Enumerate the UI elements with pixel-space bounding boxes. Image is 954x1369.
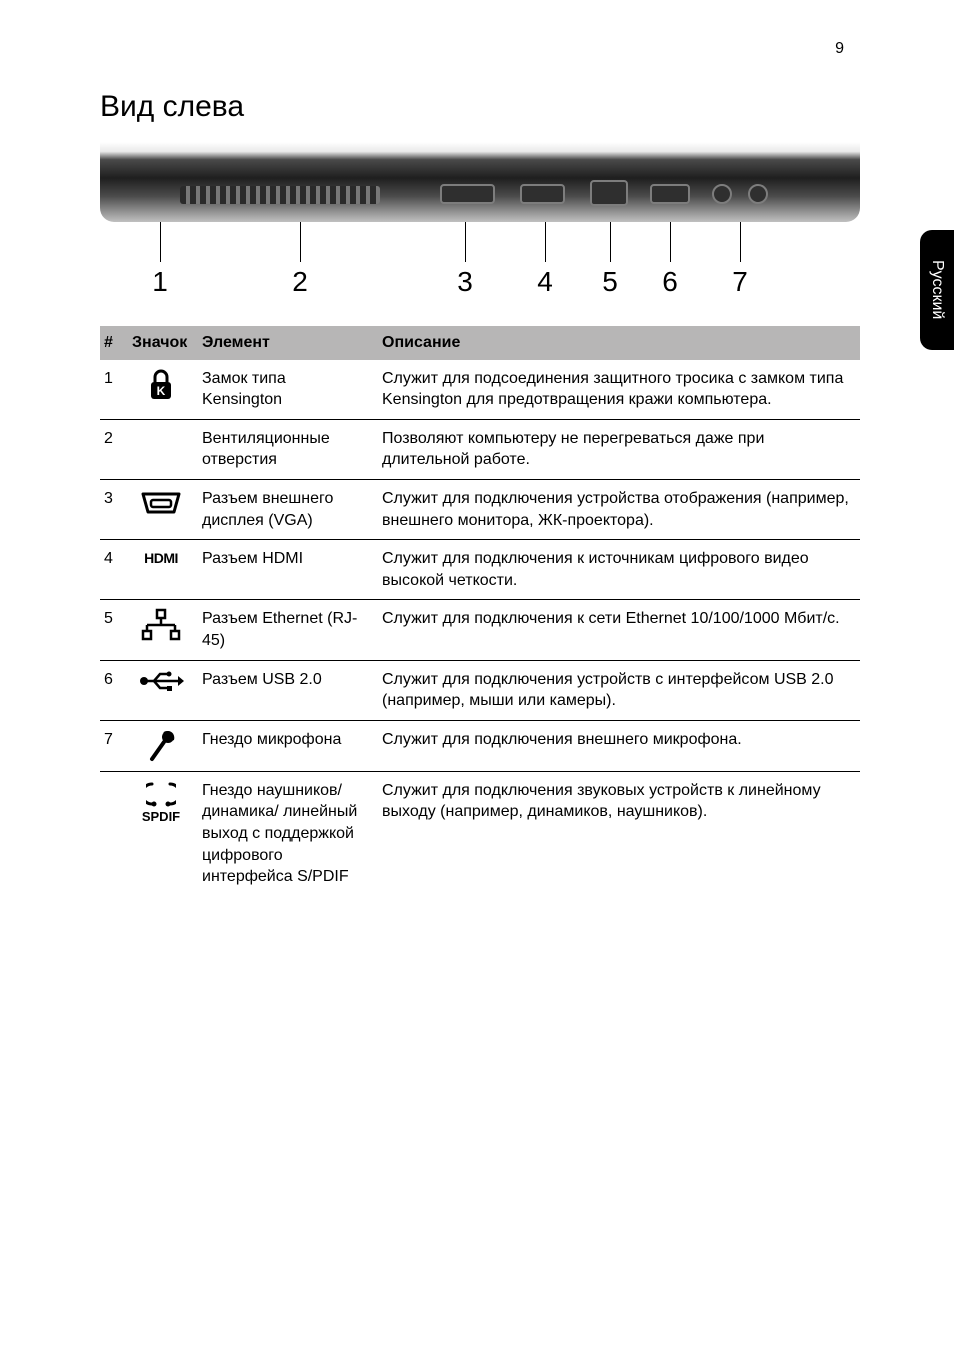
hdmi-icon: HDMI (128, 540, 198, 600)
col-header-icon: Значок (128, 326, 198, 360)
specs-table: # Значок Элемент Описание 1 K Замок типа K… (100, 326, 860, 896)
element-description: Служит для подключения к источникам цифр… (378, 540, 860, 600)
col-header-elem: Элемент (198, 326, 378, 360)
element-name: Гнездо наушников/ динамика/ линейный вых… (198, 771, 378, 895)
callout-number: 5 (602, 266, 618, 298)
element-description: Служит для подсоединения защитного троси… (378, 360, 860, 420)
row-number: 2 (100, 419, 128, 479)
callout-line (610, 222, 611, 262)
microphone-icon (128, 720, 198, 771)
spdif-icon: SPDIF (128, 771, 198, 895)
callout-line (670, 222, 671, 262)
row-number (100, 771, 128, 895)
col-header-num: # (100, 326, 128, 360)
no-icon (128, 419, 198, 479)
callout-line (300, 222, 301, 262)
row-number: 3 (100, 479, 128, 539)
vent-graphic (180, 186, 380, 204)
callout-number: 3 (457, 266, 473, 298)
table-row: 4HDMIРазъем HDMIСлужит для подключения к… (100, 540, 860, 600)
table-row: 7 Гнездо микрофонаСлужит для подключения … (100, 720, 860, 771)
callout-line (740, 222, 741, 262)
usb-icon (128, 660, 198, 720)
page-title: Вид слева (100, 90, 864, 124)
diagram-callouts: 1 2 3 4 5 6 7 (100, 222, 860, 312)
element-name: Гнездо микрофона (198, 720, 378, 771)
callout-line (160, 222, 161, 262)
table-row: 5 Разъем Ethernet (RJ-45)Служит для подкл… (100, 600, 860, 660)
port-graphic (440, 184, 495, 204)
callout-number: 2 (292, 266, 308, 298)
port-graphic (520, 184, 565, 204)
ethernet-icon (128, 600, 198, 660)
callout-number: 1 (152, 266, 168, 298)
table-row: 3 Разъем внешнего дисплея (VGA)Служит для… (100, 479, 860, 539)
callout-line (545, 222, 546, 262)
element-name: Вентиляционные отверстия (198, 419, 378, 479)
language-tab: Русский (920, 230, 954, 350)
element-description: Служит для подключения устройств с интер… (378, 660, 860, 720)
port-graphic (650, 184, 690, 204)
row-number: 1 (100, 360, 128, 420)
page-number: 9 (835, 40, 844, 58)
element-name: Разъем HDMI (198, 540, 378, 600)
laptop-side-photo (100, 142, 860, 222)
vga-icon (128, 479, 198, 539)
element-description: Служит для подключения внешнего микрофон… (378, 720, 860, 771)
element-name: Разъем USB 2.0 (198, 660, 378, 720)
svg-text:K: K (157, 384, 166, 398)
element-description: Позволяют компьютеру не перегреваться да… (378, 419, 860, 479)
callout-number: 4 (537, 266, 553, 298)
element-name: Разъем Ethernet (RJ-45) (198, 600, 378, 660)
table-row: 6 Разъем USB 2.0Служит для подключения ус… (100, 660, 860, 720)
callout-number: 7 (732, 266, 748, 298)
port-graphic (712, 184, 732, 204)
element-name: Разъем внешнего дисплея (VGA) (198, 479, 378, 539)
table-header-row: # Значок Элемент Описание (100, 326, 860, 360)
kensington-lock-icon: K (128, 360, 198, 420)
left-view-diagram: 1 2 3 4 5 6 7 (100, 142, 860, 312)
element-description: Служит для подключения звуковых устройст… (378, 771, 860, 895)
table-row: 1 K Замок типа KensingtonСлужит для подсое… (100, 360, 860, 420)
element-description: Служит для подключения к сети Ethernet 1… (378, 600, 860, 660)
port-graphic (590, 180, 628, 206)
row-number: 7 (100, 720, 128, 771)
table-row: 2 Вентиляционные отверстияПозволяют компь… (100, 419, 860, 479)
port-graphic (748, 184, 768, 204)
callout-number: 6 (662, 266, 678, 298)
table-row: SPDIFГнездо наушников/ динамика/ линейны… (100, 771, 860, 895)
row-number: 4 (100, 540, 128, 600)
row-number: 6 (100, 660, 128, 720)
element-description: Служит для подключения устройства отобра… (378, 479, 860, 539)
row-number: 5 (100, 600, 128, 660)
col-header-desc: Описание (378, 326, 860, 360)
element-name: Замок типа Kensington (198, 360, 378, 420)
callout-line (465, 222, 466, 262)
